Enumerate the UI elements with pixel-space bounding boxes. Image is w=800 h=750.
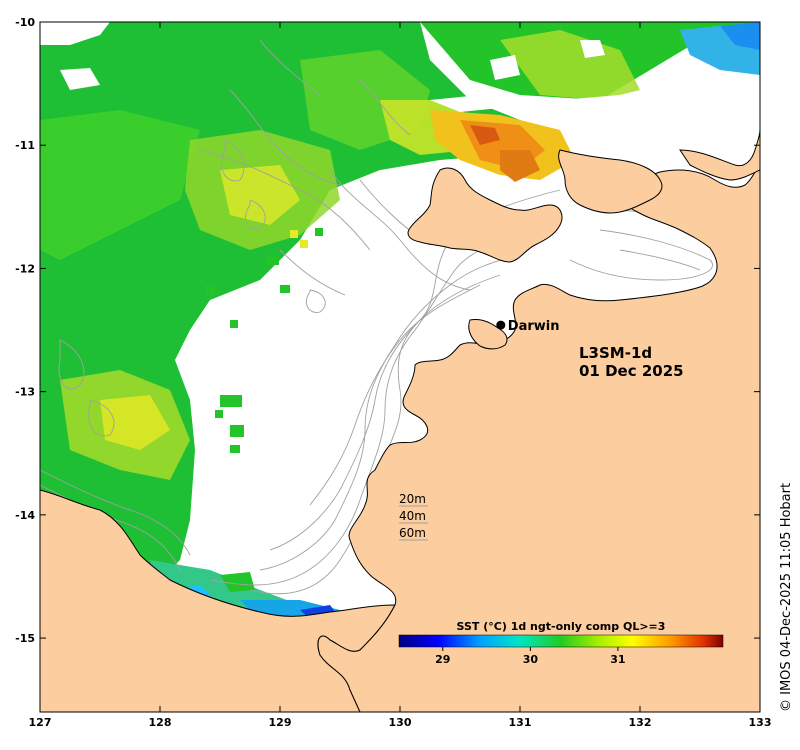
x-tick-label: 131 [509, 716, 532, 729]
colorbar-tick-label: 30 [523, 653, 539, 666]
product-name: L3SM-1d [579, 344, 652, 362]
x-tick-label: 132 [629, 716, 652, 729]
y-tick-label: -15 [15, 632, 35, 645]
colorbar-title: SST (°C) 1d ngt-only comp QL>=3 [457, 620, 666, 633]
y-tick-label: -11 [15, 139, 35, 152]
darwin-marker [496, 320, 506, 330]
depth-legend-40m: 40m [399, 509, 426, 523]
y-tick-label: -12 [15, 262, 35, 275]
land [40, 22, 760, 712]
colorbar-gradient [398, 634, 724, 648]
x-tick-label: 129 [269, 716, 292, 729]
map-area: Darwin L3SM-1d 01 Dec 2025 20m 40m 60m S… [40, 22, 760, 712]
depth-legend: 20m 40m 60m [399, 492, 428, 541]
place-label-darwin: Darwin [508, 319, 560, 334]
y-tick-label: -14 [15, 509, 35, 522]
sst-field [40, 22, 760, 645]
colorbar-tick-label: 29 [435, 653, 450, 666]
y-tick-label: -13 [15, 386, 35, 399]
x-tick-label: 128 [149, 716, 172, 729]
depth-legend-60m: 60m [399, 526, 426, 540]
colorbar: SST (°C) 1d ngt-only comp QL>=3 29 30 31 [398, 620, 724, 666]
product-date: 01 Dec 2025 [579, 362, 684, 380]
y-tick-label: -10 [15, 16, 35, 29]
x-axis-ticks: 127 128 129 130 131 132 133 [29, 22, 772, 729]
colorbar-tick-label: 31 [610, 653, 625, 666]
x-tick-label: 127 [29, 716, 52, 729]
x-tick-label: 130 [389, 716, 412, 729]
x-tick-label: 133 [749, 716, 772, 729]
depth-legend-20m: 20m [399, 492, 426, 506]
y-axis-ticks: -10 -11 -12 -13 -14 -15 [15, 16, 760, 645]
credit-text: © IMOS 04-Dec-2025 11:05 Hobart [779, 483, 794, 712]
